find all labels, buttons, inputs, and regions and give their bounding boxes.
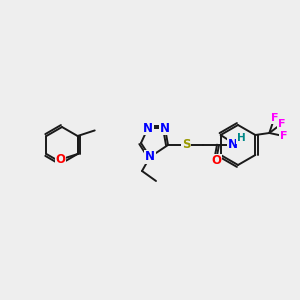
Text: O: O [56,153,65,166]
Text: H: H [237,133,245,143]
Text: N: N [228,139,238,152]
Text: O: O [211,154,221,167]
Text: N: N [143,122,153,134]
Text: F: F [280,131,287,141]
Text: F: F [278,119,285,129]
Text: S: S [182,139,190,152]
Text: N: N [145,151,155,164]
Text: N: N [160,122,170,134]
Text: F: F [271,113,278,123]
